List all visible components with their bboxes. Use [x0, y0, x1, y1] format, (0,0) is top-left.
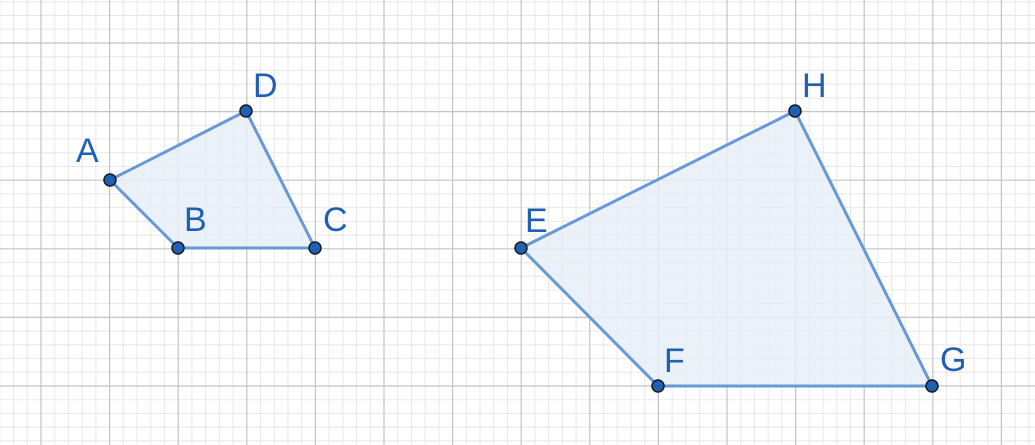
point-g[interactable] [925, 379, 939, 393]
label-e: E [525, 202, 548, 240]
point-h[interactable] [788, 104, 802, 118]
point-f[interactable] [651, 379, 665, 393]
point-d[interactable] [239, 104, 253, 118]
point-e[interactable] [514, 241, 528, 255]
point-a[interactable] [103, 173, 117, 187]
label-d: D [253, 67, 278, 105]
label-c: C [323, 201, 348, 239]
quadrilateral-efgh[interactable]: E F G H [514, 67, 966, 393]
label-g: G [940, 341, 966, 379]
point-b[interactable] [171, 241, 185, 255]
label-f: F [664, 342, 685, 380]
label-a: A [76, 132, 99, 170]
label-h: H [802, 67, 827, 105]
quadrilateral-abcd[interactable]: A B C D [76, 67, 348, 255]
label-b: B [184, 201, 207, 239]
point-c[interactable] [308, 241, 322, 255]
